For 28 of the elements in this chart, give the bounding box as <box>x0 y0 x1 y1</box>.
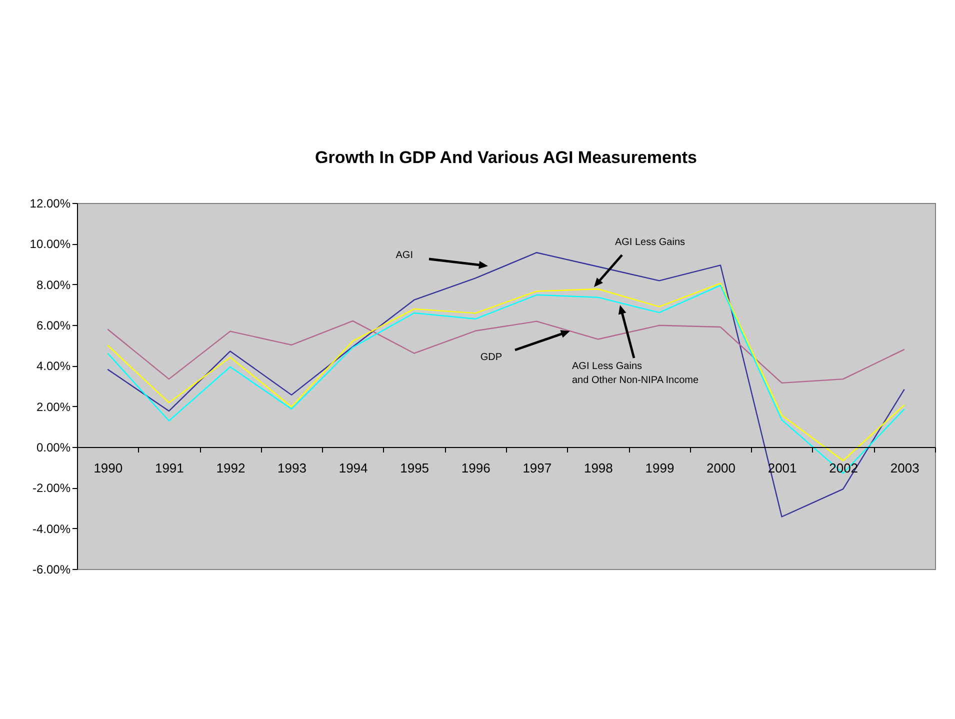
y-tick-label: 12.00% <box>30 196 71 210</box>
y-tick-label: -4.00% <box>32 522 71 536</box>
y-tick-label: 2.00% <box>36 400 71 414</box>
x-tick-label: 1994 <box>338 460 368 476</box>
x-tick-label: 1995 <box>400 460 430 476</box>
x-tick-label: 1992 <box>216 460 246 476</box>
x-tick-label: 1997 <box>522 460 552 476</box>
x-tick-label: 2000 <box>706 460 736 476</box>
y-tick-label: 10.00% <box>30 237 71 252</box>
x-tick-label: 1996 <box>461 460 490 476</box>
y-tick-label: 6.00% <box>36 318 71 332</box>
line-series <box>107 320 905 384</box>
y-tick-label: -2.00% <box>32 481 71 496</box>
annotation: AGI Less Gains and Other Non-NIPA Income <box>572 361 699 386</box>
annotation: AGI Less Gains <box>614 237 686 248</box>
x-tick-label: 1990 <box>94 460 123 476</box>
annotation: AGI <box>396 250 413 261</box>
x-tick-label: 1998 <box>584 460 613 476</box>
y-tick-label: 8.00% <box>36 278 71 292</box>
x-tick-label: 1993 <box>278 460 306 476</box>
chart-title: Growth In GDP And Various AGI Measurements <box>315 148 697 167</box>
y-tick-label: -6.00% <box>32 562 71 576</box>
x-tick-label: 1999 <box>645 460 674 476</box>
y-tick-label: 0.00% <box>36 440 71 454</box>
x-tick-label: 1991 <box>154 460 184 476</box>
annotation: GDP <box>480 352 502 363</box>
y-tick-label: 4.00% <box>36 359 71 374</box>
x-tick-label: 2003 <box>890 460 920 476</box>
